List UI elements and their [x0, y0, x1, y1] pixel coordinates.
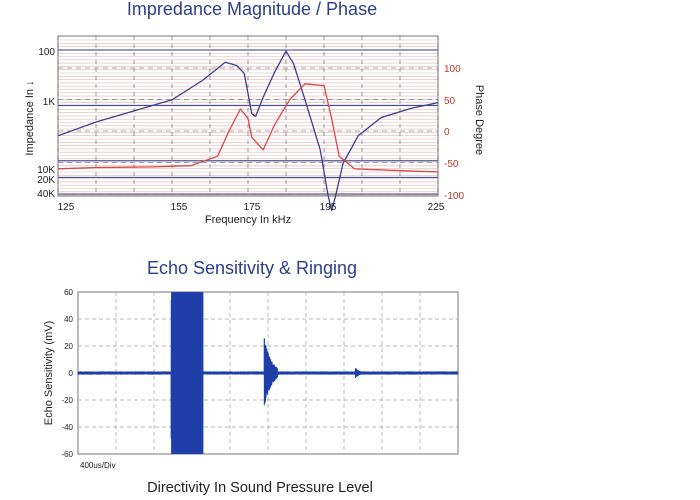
chart1-y-left-tick: 20K: [37, 175, 55, 186]
impedance-series-line: [57, 50, 439, 212]
chart1-title: Impredance Magnitude / Phase: [127, 0, 377, 19]
echo-sensitivity-chart: Echo Sensitivity & Ringing 60 40 20 0 -2…: [43, 258, 459, 470]
echo-waveform-line: [77, 300, 459, 451]
chart1-x-tick: 195: [320, 202, 337, 213]
chart2-series: [77, 292, 459, 454]
chart2-y-tick: -40: [61, 423, 73, 432]
chart2-time-scale-note: 400us/Div: [80, 461, 116, 470]
chart2-y-tick: -20: [61, 396, 73, 405]
chart1-y-left-tick: 1K: [43, 97, 56, 108]
chart2-y-axis-label: Echo Sensitivity (mV): [43, 321, 55, 426]
chart1-series: [57, 50, 439, 212]
chart2-y-tick: 0: [69, 369, 74, 378]
impedance-phase-chart: Impredance Magnitude / Phase 125 155 175…: [24, 0, 485, 226]
chart1-y-left-axis-label: Impedance In ↓: [24, 80, 36, 155]
chart1-grid: [57, 36, 439, 196]
chart2-y-tick: 60: [64, 288, 73, 297]
chart1-y-left-tick: 40K: [37, 189, 55, 200]
chart1-x-tick: 225: [428, 202, 445, 213]
phase-series-line: [57, 83, 439, 173]
footer-caption: Directivity In Sound Pressure Level: [147, 480, 373, 496]
chart2-y-tick: 40: [64, 315, 73, 324]
chart1-y-right-tick: 0: [444, 127, 450, 138]
chart2-title: Echo Sensitivity & Ringing: [147, 258, 357, 278]
chart1-x-tick: 175: [244, 202, 261, 213]
chart1-x-tick: 155: [171, 202, 188, 213]
echo-main-burst: [171, 292, 204, 454]
chart1-y-right-tick: 50: [444, 96, 456, 107]
chart1-y-right-tick: -50: [444, 159, 459, 170]
chart1-x-axis-label: Frequency In kHz: [205, 214, 291, 226]
chart2-y-tick: 20: [64, 342, 73, 351]
chart1-y-left-tick: 10K: [37, 165, 55, 176]
chart1-y-left-tick: 100: [38, 47, 55, 58]
chart2-y-tick: -60: [61, 450, 73, 459]
chart1-y-right-tick: -100: [444, 191, 464, 202]
chart1-y-right-tick: 100: [444, 64, 461, 75]
chart1-y-right-axis-label: Phase Degree: [473, 85, 485, 155]
chart1-x-tick: 125: [58, 202, 75, 213]
